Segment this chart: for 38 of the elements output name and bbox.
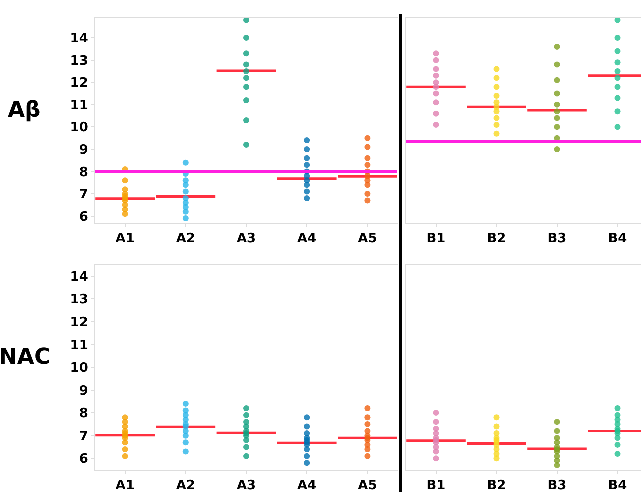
y-tick-label: 13: [70, 292, 88, 308]
y-tick-label: 7: [79, 188, 88, 203]
y-tick-label: 12: [70, 76, 88, 92]
x-tick-label: A2: [176, 478, 196, 494]
x-tick-label: A5: [358, 232, 378, 247]
y-tick-label: 11: [70, 338, 88, 354]
x-tick-label: A1: [116, 478, 135, 494]
x-tick-label: A4: [298, 478, 317, 494]
y-tick-label: 13: [70, 54, 88, 69]
y-tick-label: 9: [79, 384, 88, 399]
y-axis-title: Aβ: [8, 98, 41, 123]
x-tick-label: B1: [426, 232, 446, 247]
y-tick-label: 6: [79, 452, 88, 468]
y-tick-label: 10: [70, 120, 88, 136]
x-tick-label: B1: [426, 478, 446, 494]
y-tick-label: 11: [70, 98, 88, 114]
x-tick-label: A5: [358, 478, 378, 494]
y-tick-label: 12: [70, 315, 88, 330]
x-tick-label: A2: [176, 232, 196, 247]
x-tick-label: B4: [608, 478, 627, 494]
x-tick-label: A4: [298, 232, 317, 247]
y-tick-label: 7: [79, 429, 88, 444]
y-tick-label: 8: [79, 165, 88, 180]
y-tick-label: 14: [70, 32, 88, 47]
y-tick-label: 8: [79, 406, 88, 422]
x-tick-label: B3: [547, 478, 566, 494]
x-tick-label: A3: [236, 478, 256, 494]
x-tick-label: B2: [486, 478, 506, 494]
y-tick-label: 6: [79, 210, 88, 225]
y-tick-label: 14: [70, 270, 88, 285]
y-tick-label: 9: [79, 143, 88, 158]
x-tick-label: B2: [486, 232, 506, 247]
y-tick-label: 10: [70, 361, 88, 376]
y-axis-title: NAC: [0, 345, 51, 370]
x-tick-label: B3: [547, 232, 566, 247]
x-tick-label: B4: [608, 232, 627, 247]
x-tick-label: A1: [116, 232, 135, 247]
x-tick-label: A3: [236, 232, 256, 247]
